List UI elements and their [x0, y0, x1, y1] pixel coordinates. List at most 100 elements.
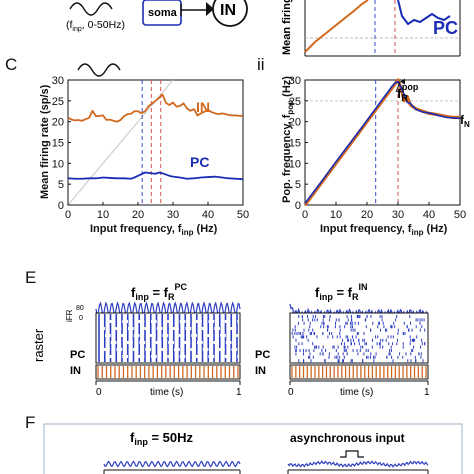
- top-strip: (finp, 0-50Hz) soma IN Mean firing PC: [66, 0, 461, 57]
- panel-e-left-title: finp = fRPC: [131, 282, 188, 302]
- c2-ytick-label-4: 20: [289, 117, 301, 129]
- panel-e-left-tick1: 1: [236, 387, 242, 398]
- panel-e-left-title-sup2: PC: [175, 282, 188, 292]
- c1-ytick-label-6: 30: [52, 75, 64, 87]
- c2-xtick-label-0: 0: [302, 209, 308, 221]
- panel-letter-ii: ii: [257, 55, 265, 74]
- c1-ytick-label-5: 25: [52, 96, 64, 108]
- c2-xtick-label-2: 20: [361, 209, 373, 221]
- soma-label: soma: [148, 7, 178, 19]
- panel-f-frame: [43, 423, 463, 474]
- c1-ytick-label-0: 0: [58, 200, 64, 212]
- input-sine-icon: [69, 2, 113, 16]
- input-label-sub: inp: [72, 26, 81, 33]
- panel-e-right-title-sub2: R: [352, 292, 359, 302]
- chart-mean-firing-rate: 0 10 20 30 40 50 0 5 10 15 20 25 30 IN PC Mean firing r…: [39, 75, 249, 237]
- c1-series-in: [67, 93, 243, 123]
- excite-arrow-icon: [206, 2, 214, 16]
- panel-e-titles: finp = fRPC finp = fRIN: [131, 282, 368, 302]
- c1-label-pc: PC: [190, 154, 209, 170]
- panel-e-left-xlabel: time (s): [150, 387, 183, 398]
- panel-f-left-title: finp = 50Hz: [130, 430, 194, 447]
- c2-ytick-label-5: 25: [289, 96, 301, 108]
- top-right-pc-curve: [397, 0, 451, 26]
- panel-f-traces: [103, 460, 429, 474]
- input-label: (f: [66, 19, 72, 31]
- top-right-in-curve: [304, 0, 369, 53]
- in-node: [212, 0, 248, 27]
- svg-text:(finp, 0-50Hz): (finp, 0-50Hz): [66, 19, 125, 33]
- c2-ytick-label-2: 10: [289, 158, 301, 170]
- panel-c-sine-icon: [77, 63, 121, 77]
- e-left-in-raster-frame: [95, 364, 241, 380]
- c2-xtick-label-3: 30: [392, 209, 404, 221]
- panel-e-rasters: [95, 301, 429, 385]
- c1-xtick-label-3: 30: [167, 209, 179, 221]
- panel-e-left-title-sub: inp: [135, 292, 149, 302]
- panel-letter-e: E: [25, 268, 36, 287]
- e-right-pc-raster-frame: [289, 312, 429, 364]
- c1-ylabel: Mean firing rate (sp/s): [39, 84, 51, 199]
- c2-xtick-label-1: 10: [330, 209, 342, 221]
- c1-xlabel: Input frequency, finp (Hz): [90, 223, 218, 237]
- in-row-label-right: IN: [255, 365, 266, 377]
- in-row-label-left: IN: [70, 365, 81, 377]
- in-node-label: IN: [220, 2, 236, 19]
- c2-series-1: [304, 80, 461, 204]
- raster-label: raster: [31, 328, 46, 362]
- c2-annotation-arrowhead-icon: [400, 78, 405, 85]
- c1-ytick-label-4: 20: [52, 117, 64, 129]
- panel-e-left-title-eq: = f: [149, 285, 169, 300]
- panel-f-right-title: asynchronous input: [290, 431, 405, 445]
- ifr-tick-bottom: 0: [79, 315, 83, 322]
- c1-xtick-label-1: 10: [97, 209, 109, 221]
- c1-xtick-label-0: 0: [65, 209, 71, 221]
- c1-series-pc: [67, 171, 244, 181]
- e-right-in-raster-frame: [289, 364, 429, 380]
- async-pulse-icon: [340, 450, 364, 458]
- c2-ytick-label-6: 30: [289, 75, 301, 87]
- panel-f-left-title-sub: inp: [134, 437, 148, 447]
- pc-row-label-left: PC: [70, 349, 85, 361]
- panel-e-right-title-sup2: IN: [359, 282, 368, 292]
- c2-xlabel: Input frequency, finp (Hz): [320, 223, 448, 237]
- panel-letter-f: F: [25, 413, 35, 432]
- f-left-ifr-trace: [103, 460, 241, 468]
- c2-right-label-fn: fN: [460, 113, 470, 129]
- panel-letter-c: C: [5, 55, 17, 74]
- panel-e-left-title-f: f: [131, 285, 136, 300]
- panel-e-right-title-sub: inp: [319, 292, 333, 302]
- chart-pop-frequency: 0 10 20 30 40 50 0 5 10 15 20 25 30 fRpop fN Pop. frequ…: [281, 75, 470, 237]
- panel-e-left-tick0: 0: [96, 387, 102, 398]
- panel-e-right-title-f: f: [315, 285, 320, 300]
- panel-e-right-xlabel: time (s): [340, 387, 373, 398]
- c2-ytick-label-1: 5: [295, 179, 301, 191]
- panel-e-right-title: finp = fRIN: [315, 282, 368, 302]
- c1-xtick-label-4: 40: [202, 209, 214, 221]
- panel-f-left-title-f: f: [130, 430, 135, 445]
- pc-row-label-right: PC: [255, 349, 270, 361]
- c1-ytick-label-1: 5: [58, 179, 64, 191]
- c1-ytick-label-3: 15: [52, 138, 64, 150]
- top-right-pc-label: PC: [433, 18, 458, 38]
- panel-f-left-title-eq: = 50Hz: [148, 430, 194, 445]
- panel-e-right-tick1: 1: [424, 387, 430, 398]
- panel-e-right-tick0: 0: [288, 387, 294, 398]
- c2-annotation-fr-pop: fRpop: [397, 82, 419, 103]
- ifr-label: iFR: [65, 309, 74, 322]
- c2-xtick-label-5: 50: [454, 209, 466, 221]
- c1-ytick-label-2: 10: [52, 158, 64, 170]
- ifr-tick-top: 80: [76, 305, 84, 312]
- c2-xtick-label-4: 40: [423, 209, 435, 221]
- c1-plot-frame: [67, 79, 244, 206]
- c2-ytick-label-3: 15: [289, 138, 301, 150]
- c1-xtick-label-5: 50: [237, 209, 249, 221]
- f-right-ifr-trace: [287, 460, 429, 468]
- top-right-ylabel: Mean firing: [281, 0, 293, 55]
- c2-ytick-label-0: 0: [295, 200, 301, 212]
- input-label-range: , 0-50Hz): [82, 19, 125, 31]
- c1-xtick-label-2: 20: [132, 209, 144, 221]
- panel-e-right-title-eq: = f: [333, 285, 353, 300]
- c2-annotation-arrow: [395, 81, 401, 93]
